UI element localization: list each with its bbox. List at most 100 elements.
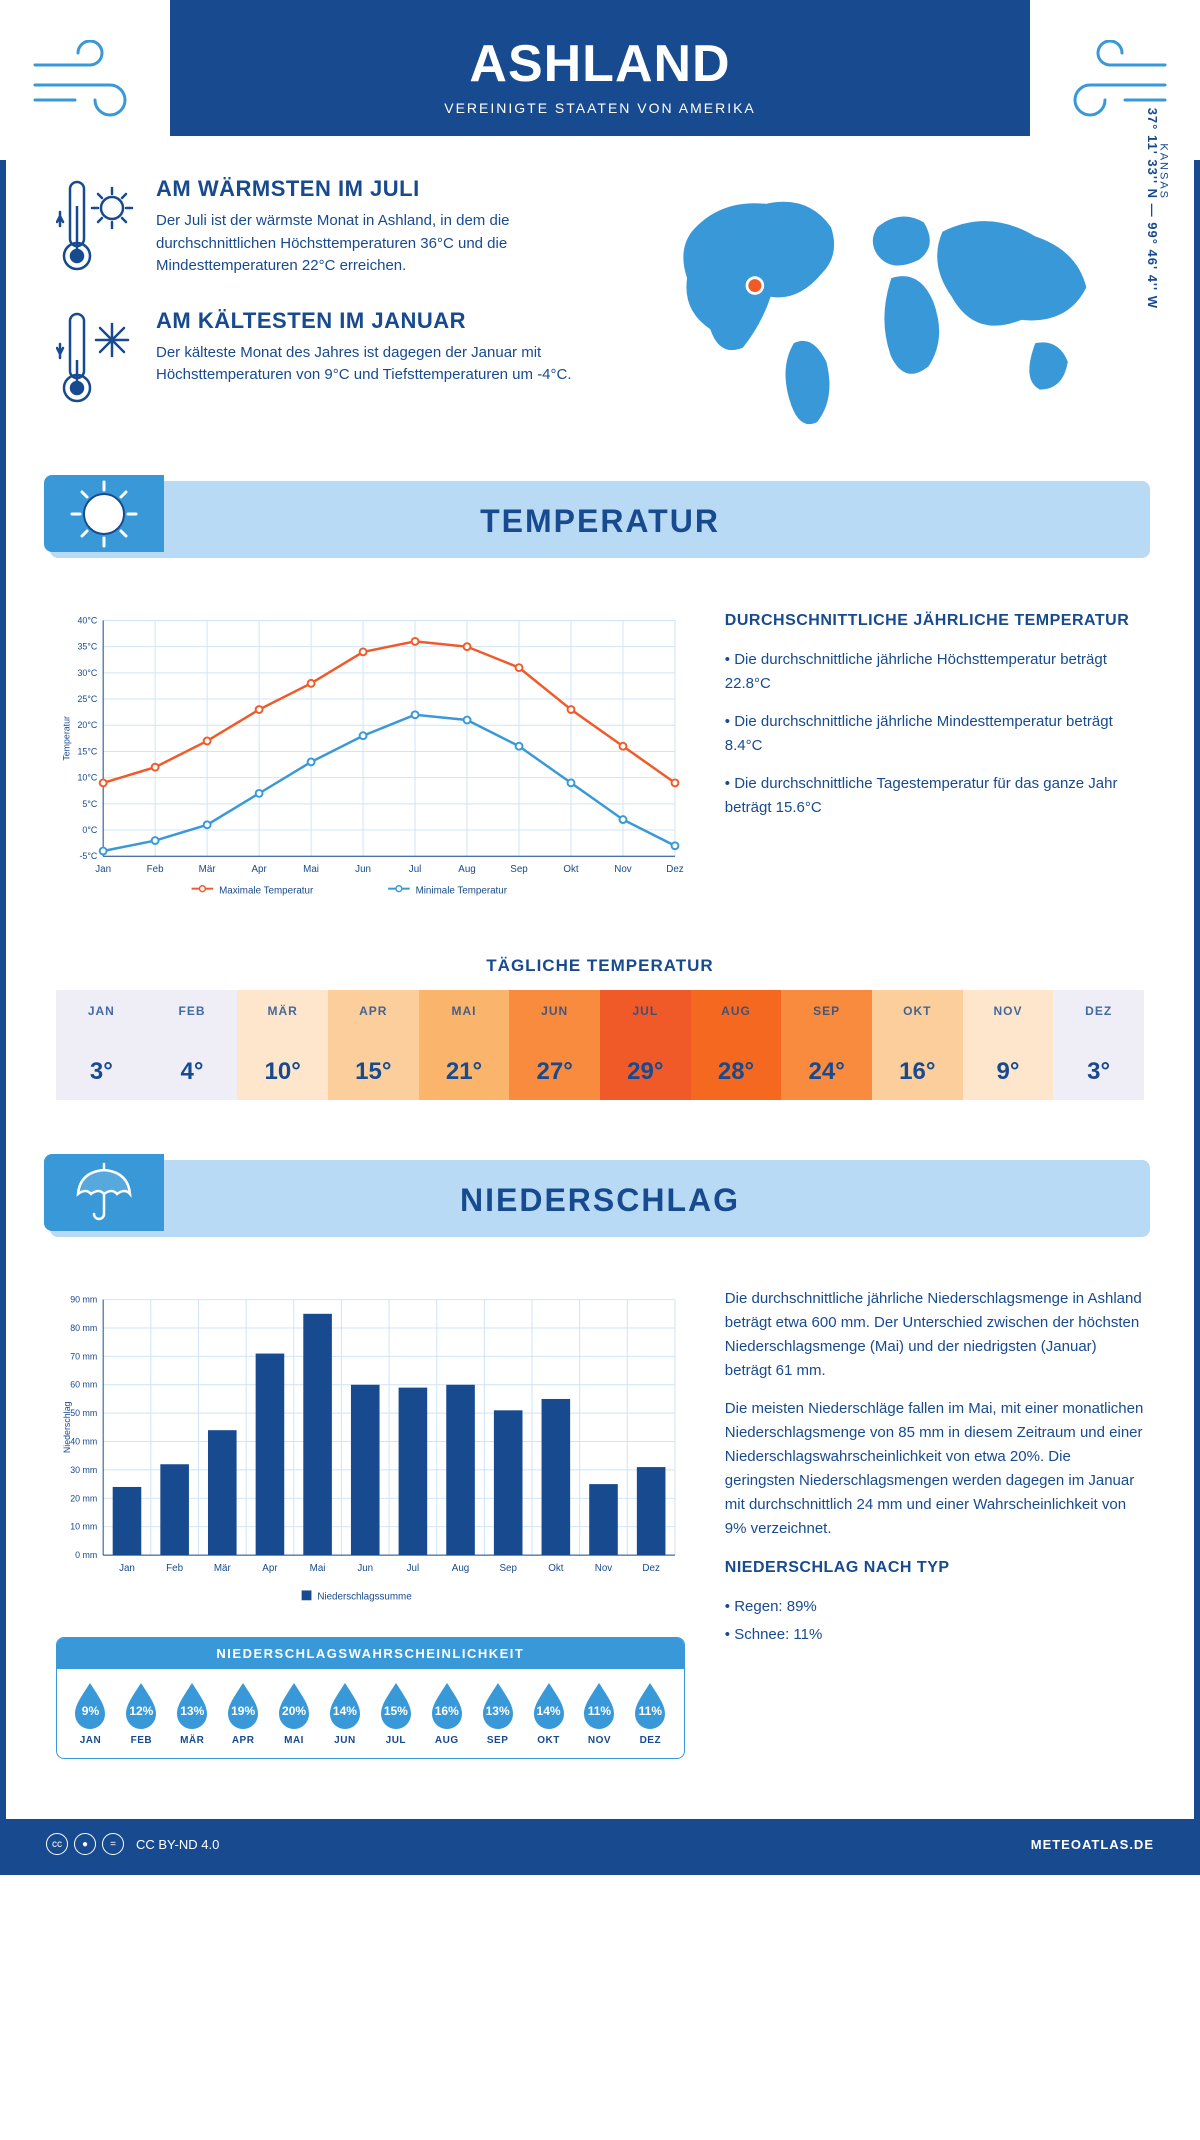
svg-text:Jan: Jan [119, 1563, 135, 1574]
temp-cell: JAN3° [56, 990, 147, 1100]
svg-text:Nov: Nov [595, 1563, 613, 1574]
daily-temp-strip: JAN3°FEB4°MÄR10°APR15°MAI21°JUN27°JUL29°… [6, 990, 1194, 1140]
prob-cell: 15%JUL [370, 1681, 421, 1746]
svg-text:40 mm: 40 mm [70, 1436, 97, 1446]
temp-summary: DURCHSCHNITTLICHE JÄHRLICHE TEMPERATUR •… [725, 608, 1144, 908]
svg-text:Apr: Apr [262, 1563, 278, 1574]
svg-text:Mär: Mär [214, 1563, 232, 1574]
svg-text:Jul: Jul [407, 1563, 420, 1574]
warmest-fact: AM WÄRMSTEN IM JULI Der Juli ist der wär… [56, 176, 599, 278]
svg-text:5°C: 5°C [82, 799, 97, 809]
temp-cell: SEP24° [781, 990, 872, 1100]
svg-text:10 mm: 10 mm [70, 1522, 97, 1532]
header: ASHLAND VEREINIGTE STAATEN VON AMERIKA [6, 6, 1194, 136]
svg-text:Jun: Jun [355, 864, 371, 875]
prob-cell: 14%JUN [319, 1681, 370, 1746]
svg-text:Jan: Jan [95, 864, 111, 875]
prob-cell: 11%DEZ [625, 1681, 676, 1746]
temp-cell: NOV9° [963, 990, 1054, 1100]
section-title: TEMPERATUR [50, 503, 1150, 540]
temp-cell: JUL29° [600, 990, 691, 1100]
temp-cell: MAI21° [419, 990, 510, 1100]
svg-text:25°C: 25°C [78, 694, 98, 704]
svg-text:50 mm: 50 mm [70, 1408, 97, 1418]
svg-text:Dez: Dez [642, 1563, 660, 1574]
precip-bar-chart: 0 mm 10 mm 20 mm 30 mm 40 mm 50 mm 60 mm 70 mm 8… [56, 1287, 685, 1607]
svg-text:Niederschlag: Niederschlag [62, 1402, 72, 1454]
svg-text:-5°C: -5°C [79, 851, 97, 861]
temp-cell: AUG28° [691, 990, 782, 1100]
temp-line-chart: -5°C0°C5°C10°C15°C20°C25°C30°C35°C40°CJa… [56, 608, 685, 908]
svg-text:15°C: 15°C [78, 746, 98, 756]
svg-text:Okt: Okt [548, 1563, 564, 1574]
prob-cell: 16%AUG [421, 1681, 472, 1746]
svg-text:Aug: Aug [452, 1563, 469, 1574]
svg-text:20 mm: 20 mm [70, 1493, 97, 1503]
svg-text:Mai: Mai [310, 1563, 326, 1574]
page-title: ASHLAND [6, 34, 1194, 94]
svg-text:70 mm: 70 mm [70, 1351, 97, 1361]
svg-text:Okt: Okt [563, 864, 579, 875]
svg-text:Sep: Sep [510, 864, 528, 875]
section-temp: TEMPERATUR [50, 481, 1150, 558]
svg-text:Temperatur: Temperatur [62, 716, 72, 761]
svg-text:Maximale Temperatur: Maximale Temperatur [219, 886, 314, 897]
svg-text:10°C: 10°C [78, 773, 98, 783]
svg-text:60 mm: 60 mm [70, 1380, 97, 1390]
temp-cell: APR15° [328, 990, 419, 1100]
thermometer-snow-icon [56, 308, 136, 408]
svg-text:Jun: Jun [357, 1563, 373, 1574]
precip-summary: Die durchschnittliche jährliche Niedersc… [725, 1287, 1144, 1759]
prob-cell: 14%OKT [523, 1681, 574, 1746]
prob-cell: 13%MÄR [167, 1681, 218, 1746]
cc-icons: cc●= [46, 1833, 124, 1855]
temp-cell: DEZ3° [1053, 990, 1144, 1100]
coordinates: 37° 11' 33'' N — 99° 46' 4'' W [1145, 107, 1160, 308]
precip-prob-table: NIEDERSCHLAGSWAHRSCHEINLICHKEIT 9%JAN12%… [56, 1637, 685, 1759]
svg-text:Jul: Jul [409, 864, 422, 875]
svg-text:20°C: 20°C [78, 720, 98, 730]
prob-cell: 19%APR [218, 1681, 269, 1746]
svg-text:Feb: Feb [166, 1563, 183, 1574]
svg-text:30 mm: 30 mm [70, 1465, 97, 1475]
prob-cell: 12%FEB [116, 1681, 167, 1746]
umbrella-icon [44, 1154, 164, 1231]
sun-icon [44, 475, 164, 552]
section-precip: NIEDERSCHLAG [50, 1160, 1150, 1237]
license: CC BY-ND 4.0 [136, 1837, 219, 1852]
subtitle: VEREINIGTE STAATEN VON AMERIKA [6, 100, 1194, 116]
svg-text:Feb: Feb [147, 864, 164, 875]
temp-cell: FEB4° [147, 990, 238, 1100]
thermometer-sun-icon [56, 176, 136, 276]
fact-text: Der Juli ist der wärmste Monat in Ashlan… [156, 210, 599, 278]
prob-cell: 9%JAN [65, 1681, 116, 1746]
temp-cell: MÄR10° [237, 990, 328, 1100]
world-map [629, 176, 1144, 436]
fact-title: AM KÄLTESTEN IM JANUAR [156, 308, 599, 334]
svg-text:Mai: Mai [303, 864, 319, 875]
svg-text:35°C: 35°C [78, 642, 98, 652]
fact-title: AM WÄRMSTEN IM JULI [156, 176, 599, 202]
fact-text: Der kälteste Monat des Jahres ist dagege… [156, 342, 599, 387]
prob-cell: 13%SEP [472, 1681, 523, 1746]
svg-text:Apr: Apr [251, 864, 267, 875]
svg-text:0 mm: 0 mm [75, 1550, 97, 1560]
site-name: METEOATLAS.DE [1031, 1837, 1154, 1852]
svg-text:Sep: Sep [499, 1563, 517, 1574]
svg-text:80 mm: 80 mm [70, 1323, 97, 1333]
prob-cell: 20%MAI [269, 1681, 320, 1746]
svg-text:Aug: Aug [458, 864, 475, 875]
svg-text:Mär: Mär [199, 864, 217, 875]
svg-text:30°C: 30°C [78, 668, 98, 678]
temp-cell: JUN27° [509, 990, 600, 1100]
daily-temp-heading: TÄGLICHE TEMPERATUR [6, 938, 1194, 990]
footer: cc●= CC BY-ND 4.0 METEOATLAS.DE [6, 1819, 1194, 1869]
svg-text:Minimale Temperatur: Minimale Temperatur [416, 886, 508, 897]
svg-text:40°C: 40°C [78, 615, 98, 625]
coldest-fact: AM KÄLTESTEN IM JANUAR Der kälteste Mona… [56, 308, 599, 408]
svg-text:Niederschlagssumme: Niederschlagssumme [317, 1591, 412, 1602]
svg-text:90 mm: 90 mm [70, 1295, 97, 1305]
svg-text:Dez: Dez [666, 864, 684, 875]
temp-cell: OKT16° [872, 990, 963, 1100]
prob-cell: 11%NOV [574, 1681, 625, 1746]
